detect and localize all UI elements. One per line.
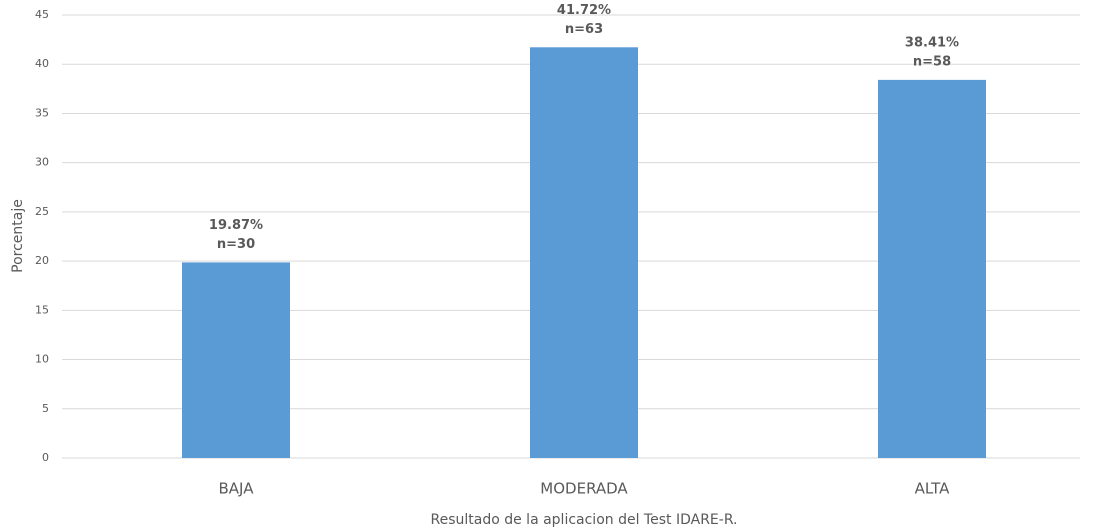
x-tick-label: ALTA (915, 480, 951, 498)
count-label: n=58 (913, 54, 951, 69)
y-tick-label: 30 (35, 156, 49, 169)
y-tick-label: 40 (35, 57, 49, 70)
value-label: 41.72% (557, 3, 611, 18)
y-tick-label: 25 (35, 205, 49, 218)
count-label: n=30 (217, 237, 255, 252)
x-tick-label: MODERADA (540, 480, 628, 498)
bar (530, 47, 638, 459)
bar (878, 79, 986, 459)
y-tick-label: 10 (35, 353, 49, 366)
y-tick-label: 0 (42, 451, 49, 464)
x-axis-label: Resultado de la aplicacion del Test IDAR… (430, 512, 737, 528)
y-tick-label: 45 (35, 8, 49, 21)
value-label: 38.41% (905, 35, 959, 50)
y-tick-label: 5 (42, 402, 49, 415)
y-tick-label: 20 (35, 254, 49, 267)
y-axis-label: Porcentaje (10, 199, 26, 273)
value-label: 19.87% (209, 218, 263, 233)
x-tick-label: BAJA (219, 480, 255, 498)
y-tick-label: 35 (35, 106, 49, 119)
bar (182, 262, 290, 458)
count-label: n=63 (565, 22, 603, 37)
y-tick-label: 15 (35, 303, 49, 316)
